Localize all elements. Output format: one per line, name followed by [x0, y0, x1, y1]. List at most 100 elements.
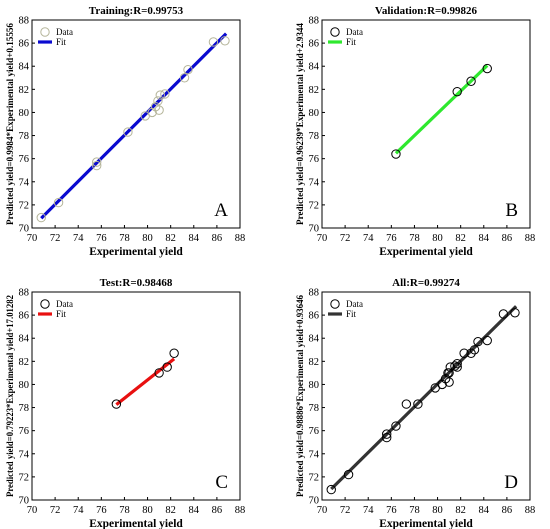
y-tick-label: 74 — [19, 449, 30, 460]
y-axis-label: Predicted yield=0.98886*Experimental yie… — [296, 295, 306, 497]
data-point — [154, 105, 164, 115]
x-tick-label: 84 — [189, 233, 200, 244]
data-point — [466, 76, 476, 86]
data-point — [92, 157, 102, 167]
panel-letter: D — [504, 472, 518, 493]
legend-data-label: Data — [346, 299, 363, 309]
data-point — [482, 63, 492, 74]
x-tick-label: 72 — [340, 505, 351, 516]
x-tick-label: 72 — [50, 505, 61, 516]
y-tick-label: 88 — [19, 16, 30, 27]
y-tick-label: 78 — [309, 131, 320, 142]
y-tick-label: 76 — [19, 154, 30, 165]
x-tick-label: 78 — [409, 233, 420, 244]
chart-panel-d: 70 72 74 76 78 80 82 84 86 88 70 72 74 76 78 80 82 84 86 88… — [296, 277, 535, 529]
plot-frame — [31, 19, 241, 229]
y-tick-label: 70 — [19, 224, 30, 235]
data-point — [53, 197, 64, 208]
x-axis-label: Experimental yield — [89, 246, 183, 258]
x-tick-label: 78 — [119, 505, 130, 516]
legend-data-label: Data — [56, 27, 73, 37]
legend-data-marker — [330, 299, 340, 309]
plot-frame — [321, 19, 531, 229]
y-tick-label: 86 — [309, 311, 320, 322]
data-point — [469, 345, 480, 355]
chart-panel-a: 70 72 74 76 78 80 82 84 86 88 70 72 74 76 78 80 82 84 86 88… — [6, 5, 245, 258]
plot-frame — [31, 291, 241, 501]
data-point — [169, 348, 179, 358]
y-tick-label: 80 — [19, 380, 30, 391]
panel-letter: A — [214, 200, 228, 221]
data-point — [160, 89, 170, 99]
data-point — [510, 308, 520, 318]
y-tick-label: 70 — [19, 496, 30, 507]
data-point — [92, 160, 102, 171]
chart-panel-c: 70 72 74 76 78 80 82 84 86 88 70 72 74 76 78 80 82 84 86 88… — [6, 277, 245, 529]
data-point — [150, 101, 161, 112]
x-tick-label: 74 — [363, 233, 374, 244]
x-tick-label: 80 — [142, 233, 153, 244]
x-tick-label: 72 — [50, 233, 61, 244]
y-tick-label: 86 — [19, 39, 30, 50]
y-tick-label: 72 — [19, 200, 30, 211]
x-tick-label: 86 — [502, 505, 513, 516]
data-point — [382, 429, 392, 439]
y-tick-label: 88 — [309, 16, 320, 27]
y-tick-label: 74 — [309, 449, 320, 460]
legend-data-label: Data — [56, 299, 73, 309]
x-tick-label: 82 — [165, 505, 176, 516]
y-tick-label: 88 — [309, 288, 320, 299]
y-tick-label: 72 — [309, 472, 320, 483]
x-tick-label: 88 — [235, 505, 246, 516]
data-point — [452, 86, 462, 97]
y-tick-label: 70 — [309, 496, 320, 507]
y-tick-label: 86 — [309, 39, 320, 50]
data-point — [123, 127, 133, 137]
chart-title: All:R=0.99274 — [392, 277, 460, 289]
y-tick-label: 76 — [309, 426, 320, 437]
y-tick-label: 82 — [309, 357, 320, 368]
x-tick-label: 82 — [455, 505, 466, 516]
data-point — [401, 399, 412, 409]
data-point — [391, 149, 401, 159]
data-point — [147, 107, 157, 118]
y-tick-label: 76 — [309, 154, 320, 165]
legend-data-marker — [40, 299, 50, 309]
y-tick-label: 82 — [19, 357, 30, 368]
x-tick-label: 84 — [189, 505, 200, 516]
y-tick-label: 82 — [19, 85, 30, 96]
data-point — [452, 358, 462, 369]
data-point — [482, 335, 492, 346]
y-tick-label: 82 — [309, 85, 320, 96]
data-point — [444, 368, 454, 378]
x-tick-label: 80 — [432, 233, 443, 244]
data-point — [498, 309, 509, 319]
data-point — [413, 399, 423, 409]
y-tick-label: 78 — [309, 403, 320, 414]
y-tick-label: 70 — [309, 224, 320, 235]
x-tick-label: 84 — [479, 505, 490, 516]
fit-line — [115, 357, 176, 406]
y-tick-label: 84 — [19, 334, 30, 345]
y-tick-label: 74 — [309, 177, 320, 188]
data-point — [155, 90, 165, 100]
x-tick-label: 76 — [386, 233, 397, 244]
x-tick-label: 70 — [27, 505, 38, 516]
data-point — [326, 484, 336, 495]
x-axis-label: Experimental yield — [379, 246, 473, 258]
y-tick-label: 80 — [309, 380, 320, 391]
x-tick-label: 84 — [479, 233, 490, 244]
panel-letter: B — [505, 200, 518, 221]
data-point — [382, 432, 392, 443]
y-tick-label: 80 — [309, 108, 320, 119]
x-tick-label: 82 — [455, 233, 466, 244]
chart-panel-b: 70 72 74 76 78 80 82 84 86 88 70 72 74 76 78 80 82 84 86 88… — [296, 5, 535, 258]
data-point — [444, 377, 454, 387]
legend-data-marker — [40, 27, 50, 37]
y-tick-label: 86 — [19, 311, 30, 322]
data-point — [162, 362, 172, 372]
x-tick-label: 70 — [27, 233, 38, 244]
fit-line — [40, 32, 228, 220]
legend-data-label: Data — [346, 27, 363, 37]
fit-line — [330, 305, 518, 491]
